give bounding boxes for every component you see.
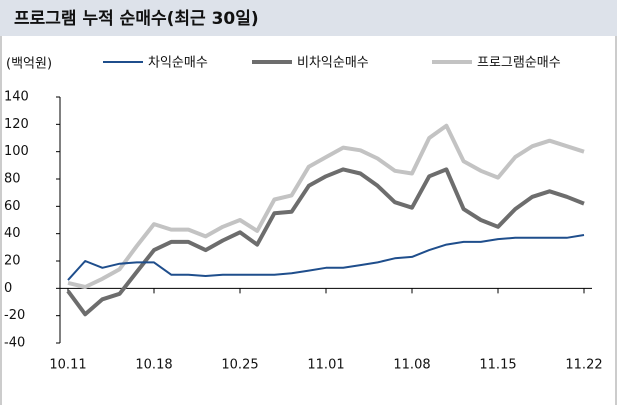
x-tick-label: 11.22 (565, 358, 602, 373)
x-tick-label: 10.25 (221, 358, 258, 373)
x-tick-label: 10.11 (49, 358, 86, 373)
y-tick-label: -40 (4, 336, 25, 351)
y-tick-label: 40 (4, 226, 21, 241)
series-line (66, 167, 585, 317)
x-tick-label: 11.08 (393, 358, 430, 373)
legend-label: 프로그램순매수 (477, 56, 561, 71)
y-axis-label: (백억원) (6, 57, 52, 72)
chart-title: 프로그램 누적 순매수(최근 30일) (14, 9, 259, 29)
y-tick-label: 120 (4, 117, 29, 132)
x-tick-label: 10.18 (135, 358, 172, 373)
y-tick-label: 140 (4, 90, 29, 105)
y-tick-label: 0 (4, 281, 12, 296)
legend-label: 비차익순매수 (297, 56, 369, 71)
y-tick-label: -20 (4, 308, 25, 323)
y-tick-label: 20 (4, 254, 21, 269)
series-line (67, 234, 585, 281)
y-tick-label: 100 (4, 144, 29, 159)
y-tick-label: 60 (4, 199, 21, 214)
legend-label: 차익순매수 (148, 56, 208, 71)
x-tick-label: 11.01 (307, 358, 344, 373)
x-tick-label: 11.15 (479, 358, 516, 373)
header-band (0, 0, 617, 36)
series-line (67, 123, 585, 289)
y-tick-label: 80 (4, 172, 21, 187)
